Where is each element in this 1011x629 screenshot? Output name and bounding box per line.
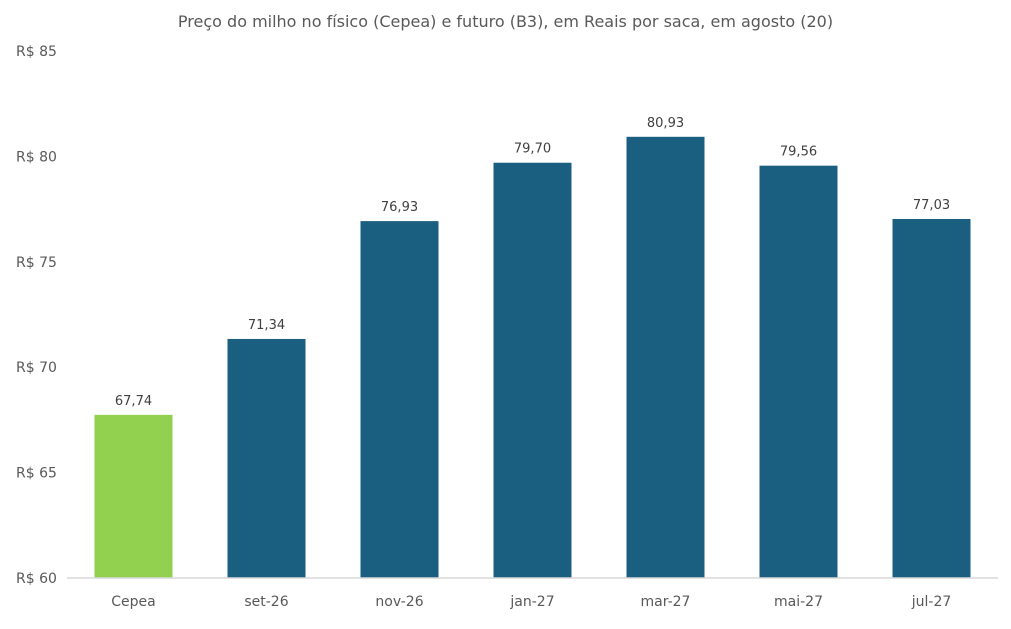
y-tick-label: R$ 60 (16, 571, 57, 587)
data-label: 67,74 (115, 394, 152, 409)
data-label: 76,93 (381, 200, 418, 215)
bar (759, 165, 838, 578)
y-tick-label: R$ 75 (16, 255, 57, 271)
y-tick-label: R$ 85 (16, 44, 57, 60)
x-tick-label: mar-27 (641, 594, 691, 610)
bar (493, 162, 572, 578)
data-label: 71,34 (248, 318, 285, 333)
data-label: 77,03 (913, 198, 950, 213)
bar (626, 136, 705, 578)
x-tick-label: set-26 (244, 594, 288, 610)
bar (360, 221, 439, 578)
x-tick-label: jan-27 (509, 594, 554, 610)
x-tick-label: jul-27 (911, 594, 952, 610)
y-tick-label: R$ 65 (16, 466, 57, 482)
y-tick-label: R$ 80 (16, 149, 57, 165)
bar (94, 414, 173, 578)
x-tick-label: Cepea (111, 594, 155, 610)
chart-title: Preço do milho no físico (Cepea) e futur… (177, 12, 834, 31)
bar (892, 219, 971, 578)
x-tick-label: nov-26 (375, 594, 423, 610)
x-tick-label: mai-27 (774, 594, 823, 610)
data-label: 79,70 (514, 142, 551, 157)
bar (227, 338, 306, 578)
data-label: 80,93 (647, 116, 684, 131)
data-label: 79,56 (780, 145, 817, 160)
y-tick-label: R$ 70 (16, 360, 57, 376)
